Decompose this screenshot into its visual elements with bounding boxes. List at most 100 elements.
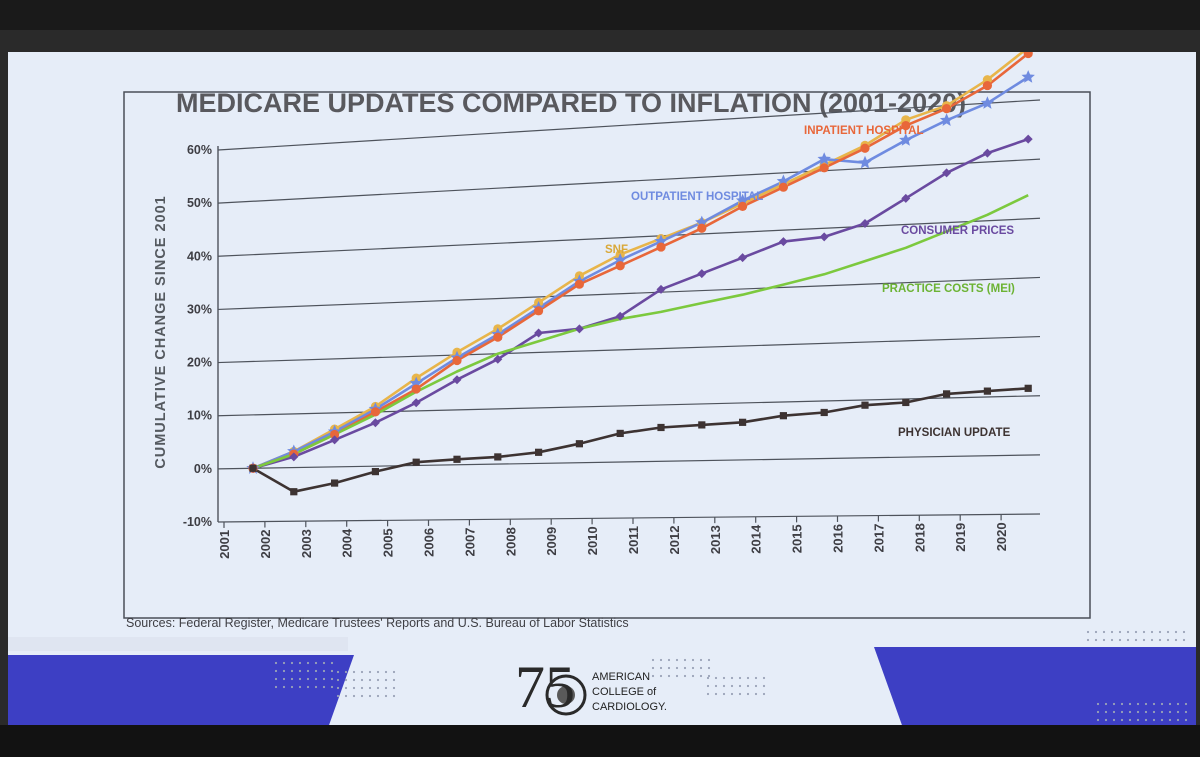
- pattern-dot: [306, 669, 310, 673]
- pattern-dot: [691, 666, 695, 670]
- series-lines: [252, 52, 1030, 494]
- pattern-dot: [707, 674, 711, 678]
- logo-line3: CARDIOLOGY.: [592, 701, 667, 713]
- pattern-dot: [336, 686, 340, 690]
- pattern-dot: [1144, 702, 1148, 706]
- pattern-dot: [274, 661, 278, 665]
- x-tick-label: 2006: [422, 528, 437, 557]
- pattern-dot: [360, 670, 364, 674]
- pattern-dot: [762, 676, 766, 680]
- data-point: [739, 418, 747, 426]
- gridline: [217, 454, 1041, 470]
- logo-line2: COLLEGE of: [592, 686, 657, 698]
- pattern-dot: [298, 669, 302, 673]
- pattern-dot: [667, 666, 671, 670]
- gridline: [217, 395, 1041, 417]
- pattern-dot: [683, 666, 687, 670]
- pattern-dot: [762, 684, 766, 688]
- pattern-dot: [1144, 710, 1148, 714]
- data-point: [819, 232, 829, 242]
- pattern-dot: [1174, 638, 1178, 642]
- pattern-dot: [699, 666, 703, 670]
- data-point: [697, 269, 707, 279]
- pattern-dot: [675, 658, 679, 662]
- pattern-dot: [330, 677, 334, 681]
- pattern-dot: [352, 686, 356, 690]
- label-physician-update: PHYSICIAN UPDATE: [898, 427, 1011, 439]
- x-tick-label: 2019: [953, 523, 968, 552]
- dot-pattern: [274, 630, 1188, 722]
- gridline: [217, 335, 1041, 364]
- pattern-dot: [1120, 702, 1124, 706]
- data-point: [615, 261, 625, 271]
- pattern-dot: [683, 658, 687, 662]
- data-point: [778, 237, 788, 247]
- pattern-dot: [1152, 718, 1156, 722]
- pattern-dot: [274, 669, 278, 673]
- pattern-dot: [1136, 718, 1140, 722]
- pattern-dot: [722, 692, 726, 696]
- pattern-dot: [298, 661, 302, 665]
- data-point: [657, 423, 665, 432]
- pattern-dot: [1184, 710, 1188, 714]
- x-tick-label: 2009: [544, 527, 559, 556]
- x-tick-label: 2020: [994, 522, 1009, 551]
- pattern-dot: [336, 678, 340, 682]
- pattern-dot: [1176, 718, 1180, 722]
- pattern-dot: [376, 678, 380, 682]
- data-point: [819, 163, 829, 173]
- data-point: [452, 375, 462, 385]
- pattern-dot: [330, 661, 334, 665]
- data-point: [1021, 70, 1035, 83]
- data-point: [654, 234, 668, 248]
- pattern-dot: [730, 684, 734, 688]
- chart-title: MEDICARE UPDATES COMPARED TO INFLATION (…: [176, 88, 966, 118]
- pattern-dot: [691, 658, 695, 662]
- label-practice-costs: PRACTICE COSTS (MEI): [882, 283, 1015, 295]
- data-point: [943, 390, 951, 398]
- x-tick-label: 2008: [503, 527, 518, 556]
- pattern-dot: [1136, 702, 1140, 706]
- pattern-dot: [306, 661, 310, 665]
- pattern-dot: [1118, 638, 1122, 642]
- pattern-dot: [675, 666, 679, 670]
- data-point: [370, 418, 380, 428]
- data-point: [289, 452, 299, 462]
- data-point: [860, 143, 870, 153]
- data-point: [776, 174, 791, 188]
- pattern-dot: [722, 676, 726, 680]
- pattern-dot: [392, 670, 396, 674]
- x-tick-label: 2011: [626, 526, 641, 554]
- pattern-dot: [336, 694, 340, 698]
- data-point: [939, 113, 954, 126]
- data-point: [738, 253, 748, 263]
- pattern-dot: [1182, 630, 1186, 634]
- pattern-dot: [376, 694, 380, 698]
- pattern-dot: [1166, 638, 1170, 642]
- series-line: [252, 387, 1029, 494]
- data-point: [698, 421, 706, 429]
- pattern-dot: [360, 694, 364, 698]
- pattern-dot: [651, 658, 655, 662]
- data-point: [656, 284, 666, 294]
- data-point: [901, 121, 911, 131]
- logo-seal: [557, 686, 575, 704]
- pattern-dot: [344, 670, 348, 674]
- pattern-dot: [730, 676, 734, 680]
- gridline: [217, 276, 1041, 311]
- pattern-dot: [1158, 630, 1162, 634]
- data-point: [493, 332, 503, 342]
- series-markers: [246, 52, 1035, 496]
- series-line: [252, 194, 1029, 470]
- pattern-dot: [1102, 638, 1106, 642]
- pattern-dot: [306, 677, 310, 681]
- data-point: [574, 279, 585, 289]
- data-point: [616, 429, 624, 438]
- data-point: [861, 401, 869, 409]
- data-point: [370, 407, 380, 417]
- pattern-dot: [322, 661, 326, 665]
- pattern-dot: [1112, 702, 1116, 706]
- y-tick-label: 20%: [187, 356, 212, 370]
- pattern-dot: [738, 684, 742, 688]
- data-point: [411, 384, 421, 394]
